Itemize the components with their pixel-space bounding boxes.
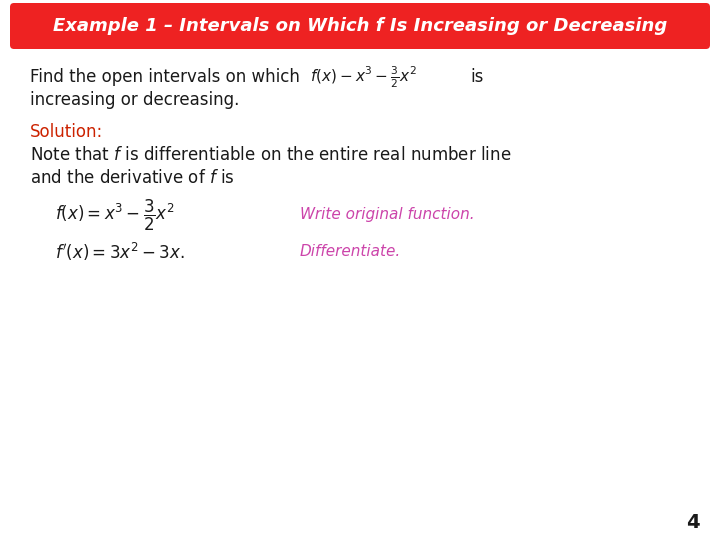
Text: Find the open intervals on which: Find the open intervals on which — [30, 68, 300, 86]
Text: Solution:: Solution: — [30, 123, 103, 141]
Text: Differentiate.: Differentiate. — [300, 245, 401, 260]
Text: Example 1 – Intervals on Which f Is Increasing or Decreasing: Example 1 – Intervals on Which f Is Incr… — [53, 17, 667, 35]
Text: and the derivative of $f$ is: and the derivative of $f$ is — [30, 169, 235, 187]
Text: 4: 4 — [686, 512, 700, 531]
Text: $f(x) = x^3 - \dfrac{3}{2}x^2$: $f(x) = x^3 - \dfrac{3}{2}x^2$ — [55, 198, 175, 233]
Text: increasing or decreasing.: increasing or decreasing. — [30, 91, 239, 109]
Text: $f(x) - x^3 - \frac{3}{2}x^2$: $f(x) - x^3 - \frac{3}{2}x^2$ — [310, 64, 417, 90]
Text: is: is — [470, 68, 483, 86]
Text: Note that $f$ is differentiable on the entire real number line: Note that $f$ is differentiable on the e… — [30, 146, 511, 164]
Text: Write original function.: Write original function. — [300, 207, 474, 222]
FancyBboxPatch shape — [10, 3, 710, 49]
Text: $f'(x) = 3x^2 - 3x.$: $f'(x) = 3x^2 - 3x.$ — [55, 241, 184, 263]
